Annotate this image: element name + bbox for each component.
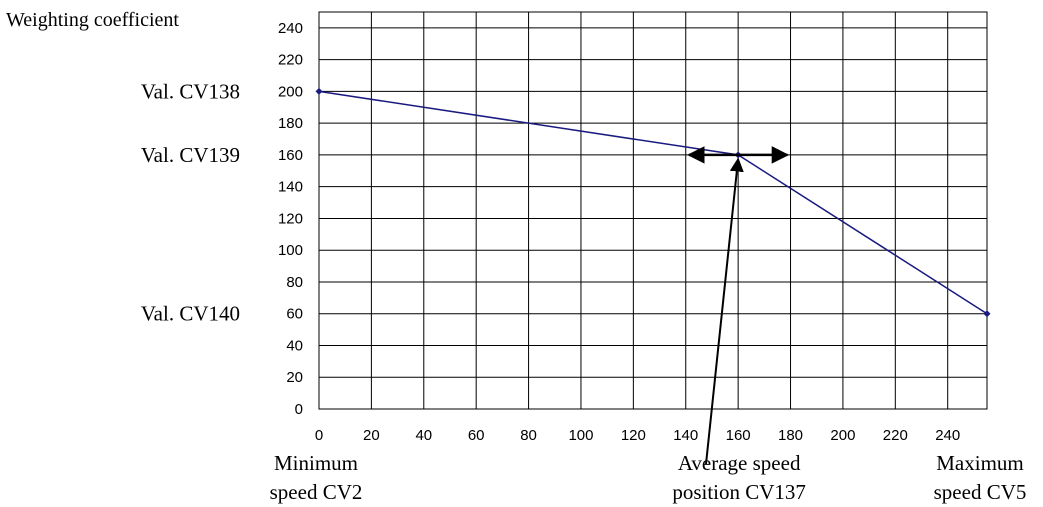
x-annotation-line: Average speed [678, 451, 801, 475]
y-tick-label: 140 [278, 179, 303, 196]
pointer-arrow [705, 157, 744, 465]
y-annotation: Val. CV138 [141, 79, 240, 103]
x-tick-label: 0 [315, 427, 323, 444]
y-tick-label: 180 [278, 115, 303, 132]
annotation-labels: Weighting coefficient Val. CV138 Val. CV1… [6, 9, 1026, 504]
grid-lines [318, 11, 988, 410]
x-tick-label: 220 [883, 427, 908, 444]
x-tick-label: 140 [673, 427, 698, 444]
y-tick-label: 200 [278, 83, 303, 100]
x-annotation-line: Minimum [274, 451, 358, 475]
x-annotation: Average speed position CV137 [672, 451, 806, 504]
y-tick-label: 0 [295, 401, 303, 418]
y-tick-label: 160 [278, 147, 303, 164]
x-annotation-line: speed CV5 [934, 480, 1027, 504]
x-tick-label: 40 [415, 427, 432, 444]
x-tick-label: 60 [468, 427, 485, 444]
y-tick-label: 120 [278, 210, 303, 227]
x-tick-label: 160 [726, 427, 751, 444]
y-axis-title: Weighting coefficient [6, 9, 179, 31]
tick-labels: 0 20 40 60 80 100 120 140 160 180 200 220 240 0 20 40 60… [278, 20, 960, 444]
y-tick-label: 60 [286, 306, 303, 323]
plot-frame [318, 11, 988, 410]
y-tick-label: 40 [286, 337, 303, 354]
x-tick-label: 80 [520, 427, 537, 444]
series-line [318, 90, 988, 315]
x-annotation-line: speed CV2 [270, 480, 363, 504]
y-tick-label: 20 [286, 369, 303, 386]
x-annotation-line: Maximum [936, 451, 1024, 475]
y-tick-label: 80 [286, 274, 303, 291]
series-layer [315, 87, 991, 318]
y-annotation: Val. CV139 [141, 143, 240, 167]
y-tick-label: 220 [278, 52, 303, 69]
x-annotation-line: position CV137 [672, 480, 806, 504]
annotation-arrows [687, 146, 790, 465]
x-tick-label: 120 [621, 427, 646, 444]
x-tick-label: 180 [778, 427, 803, 444]
x-annotation: Minimum speed CV2 [270, 451, 363, 504]
y-annotation: Val. CV140 [141, 302, 240, 326]
x-tick-label: 20 [363, 427, 380, 444]
data-point [983, 310, 991, 318]
y-tick-label: 240 [278, 20, 303, 37]
y-tick-label: 100 [278, 242, 303, 259]
x-tick-label: 200 [830, 427, 855, 444]
x-tick-label: 100 [568, 427, 593, 444]
data-point [315, 87, 323, 95]
x-tick-label: 240 [935, 427, 960, 444]
x-annotation: Maximum speed CV5 [934, 451, 1027, 504]
